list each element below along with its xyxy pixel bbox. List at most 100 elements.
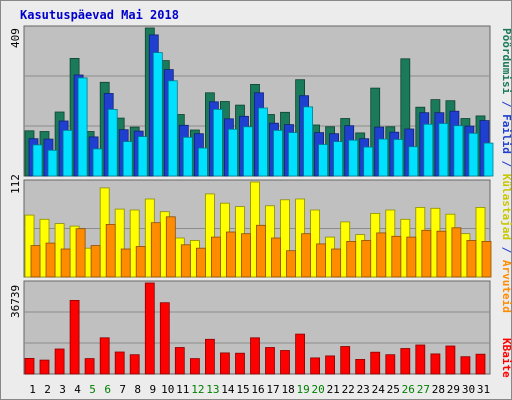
bar-bottom-kbaite-day-10: [159, 302, 170, 375]
bar-middle-arvuteid-day-26: [406, 236, 417, 278]
bar-top-külastajad-day-6: [107, 109, 118, 177]
bar-bottom-kbaite-day-16: [250, 337, 260, 375]
x-tick-label-5: 5: [89, 383, 96, 396]
x-tick-label-1: 1: [29, 383, 36, 396]
bar-middle-arvuteid-day-30: [466, 240, 477, 278]
legend-right-bottom: KBaite: [500, 338, 512, 378]
bar-middle-arvuteid-day-17: [271, 237, 281, 278]
bar-top-külastajad-day-18: [288, 132, 298, 177]
legend-separator: /: [500, 94, 512, 114]
legend-failid: Failid: [500, 114, 512, 154]
bar-bottom-kbaite-day-31: [475, 353, 486, 375]
bar-top-külastajad-day-7: [122, 141, 133, 177]
bar-middle-arvuteid-day-18: [286, 250, 296, 278]
bar-middle-arvuteid-day-3: [60, 248, 71, 278]
bar-middle-arvuteid-day-5: [90, 245, 101, 278]
bar-middle-arvuteid-day-19: [301, 233, 312, 278]
bar-top-külastajad-day-25: [393, 139, 404, 177]
bar-middle-arvuteid-day-12: [195, 247, 206, 278]
bar-top-külastajad-day-15: [243, 126, 253, 177]
bar-top-külastajad-day-11: [182, 136, 193, 177]
bar-middle-arvuteid-day-16: [256, 224, 266, 278]
bar-top-külastajad-day-28: [438, 123, 449, 177]
bar-top-külastajad-day-3: [62, 129, 73, 177]
bar-top-külastajad-day-16: [258, 107, 268, 177]
bar-bottom-kbaite-day-12: [189, 358, 200, 375]
bar-bottom-kbaite-day-5: [84, 358, 95, 375]
bar-top-külastajad-day-2: [47, 149, 58, 177]
legend-külastajad: Külastajad: [500, 174, 512, 240]
x-tick-label-19: 19: [296, 383, 309, 396]
x-tick-label-17: 17: [266, 383, 279, 396]
x-tick-label-26: 26: [402, 383, 415, 396]
bar-bottom-kbaite-day-17: [265, 347, 275, 375]
bar-top-külastajad-day-4: [77, 77, 88, 177]
y-max-label-bottom: 36739: [9, 285, 22, 318]
bar-bottom-kbaite-day-9: [144, 282, 155, 375]
x-tick-labels: 1 2 3 4 5 6 7 8 9 10 11 12 13 14 15 16 17 18 19 20 21 22 23 24 2…: [29, 383, 490, 396]
x-tick-label-7: 7: [119, 383, 126, 396]
x-tick-label-14: 14: [221, 383, 235, 396]
bar-middle-arvuteid-day-23: [361, 240, 372, 278]
x-tick-label-8: 8: [134, 383, 141, 396]
legend-separator: /: [500, 154, 512, 174]
legend-pöördumisi: Pöördumisi: [500, 28, 512, 95]
bar-top-külastajad-day-26: [408, 146, 419, 177]
bar-bottom-kbaite-day-29: [445, 345, 456, 375]
bar-bottom-kbaite-day-24: [370, 351, 381, 375]
bar-middle-arvuteid-day-28: [436, 230, 447, 278]
legend-arvuteid: Arvuteid: [500, 260, 512, 313]
x-tick-label-15: 15: [236, 383, 249, 396]
bar-top-külastajad-day-13: [212, 109, 223, 177]
x-tick-label-25: 25: [387, 383, 400, 396]
bar-bottom-kbaite-day-8: [129, 354, 140, 375]
bar-top-külastajad-day-8: [137, 136, 148, 177]
legend-right-top: Pöördumisi / Failid / Külastajad / Arvut…: [500, 28, 512, 313]
bar-top-külastajad-day-24: [378, 138, 389, 177]
bar-bottom-kbaite-day-7: [114, 351, 125, 375]
x-tick-label-2: 2: [44, 383, 51, 396]
bar-top-külastajad-day-29: [453, 125, 464, 177]
bar-middle-arvuteid-day-29: [451, 227, 462, 278]
legend-kbaite: KBaite: [500, 338, 512, 378]
x-tick-label-11: 11: [176, 383, 189, 396]
bar-bottom-kbaite-day-1: [24, 357, 35, 375]
bar-middle-arvuteid-day-15: [241, 233, 251, 278]
bar-top-külastajad-day-1: [32, 144, 43, 177]
bar-middle-külastajad-day-13: [204, 193, 215, 278]
bar-middle-arvuteid-day-1: [30, 245, 41, 278]
bar-middle-arvuteid-day-7: [120, 248, 131, 278]
bar-bottom-kbaite-day-22: [340, 346, 351, 375]
bar-bottom-kbaite-day-25: [385, 354, 396, 375]
bar-middle-arvuteid-day-24: [376, 232, 387, 278]
x-tick-label-13: 13: [206, 383, 219, 396]
svg-text:Pöördumisi / Failid / Külastaj: Pöördumisi / Failid / Külastajad / Arvut…: [500, 28, 512, 313]
x-tick-label-12: 12: [191, 383, 204, 396]
bar-bottom-kbaite-day-18: [280, 350, 290, 375]
bar-middle-külastajad-day-8: [129, 209, 140, 278]
bar-middle-arvuteid-day-13: [210, 236, 221, 278]
x-tick-label-20: 20: [311, 383, 324, 396]
bar-middle-arvuteid-day-2: [45, 242, 56, 278]
bar-top-külastajad-day-21: [333, 141, 344, 177]
x-tick-label-27: 27: [417, 383, 430, 396]
bar-middle-arvuteid-day-10: [165, 216, 176, 278]
bar-top-külastajad-day-12: [197, 147, 208, 177]
bar-middle-arvuteid-day-14: [225, 231, 236, 278]
x-tick-label-29: 29: [447, 383, 460, 396]
x-tick-label-4: 4: [74, 383, 81, 396]
bar-top-külastajad-day-22: [348, 139, 359, 177]
bar-top-külastajad-day-9: [152, 52, 163, 177]
chart-panels: [23, 25, 494, 375]
bar-bottom-kbaite-day-15: [235, 352, 245, 375]
bar-middle-arvuteid-day-31: [481, 240, 492, 278]
x-tick-label-9: 9: [149, 383, 156, 396]
bar-top-külastajad-day-27: [423, 123, 434, 177]
bar-middle-arvuteid-day-27: [421, 229, 432, 278]
bar-middle-arvuteid-day-9: [150, 222, 161, 278]
bar-bottom-kbaite-day-26: [400, 348, 411, 375]
x-tick-label-22: 22: [342, 383, 355, 396]
bar-middle-arvuteid-day-11: [180, 244, 191, 278]
bar-middle-arvuteid-day-21: [331, 248, 342, 278]
bar-middle-arvuteid-day-25: [391, 235, 402, 278]
